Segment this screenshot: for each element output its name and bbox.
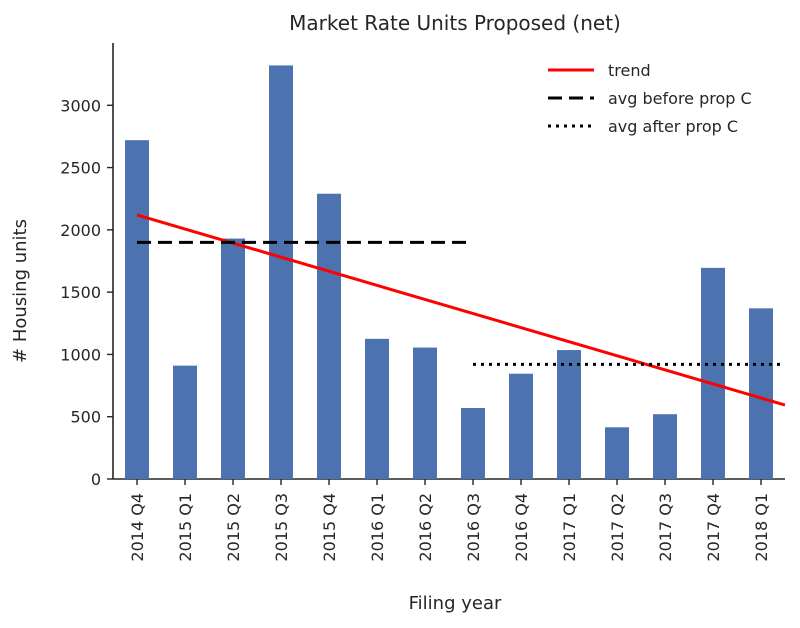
x-tick-label: 2015 Q2 <box>224 493 243 562</box>
y-tick-label: 2000 <box>60 221 101 240</box>
x-tick-label: 2017 Q3 <box>656 493 675 562</box>
bar <box>269 65 293 480</box>
legend: trend avg before prop C avg after prop C <box>548 61 752 136</box>
x-tick-label: 2016 Q3 <box>464 493 483 562</box>
bar <box>413 347 437 479</box>
y-axis-label: # Housing units <box>10 219 31 363</box>
x-tick-label: 2016 Q4 <box>512 493 531 562</box>
bars-group <box>125 65 773 480</box>
y-tick-label: 1000 <box>60 345 101 364</box>
x-tick-label: 2017 Q2 <box>608 493 627 562</box>
x-axis: 2014 Q4 2015 Q1 2015 Q2 2015 Q3 2015 Q4 2016 … <box>113 478 785 562</box>
legend-label: avg after prop C <box>608 117 738 136</box>
x-tick-label: 2017 Q4 <box>704 493 723 562</box>
trend-line <box>136 213 786 407</box>
chart-title: Market Rate Units Proposed (net) <box>289 11 621 35</box>
x-tick-label: 2014 Q4 <box>128 493 147 562</box>
legend-label: trend <box>608 61 651 80</box>
y-axis: 0 500 1000 1500 2000 2500 3000 <box>60 43 114 489</box>
bar <box>317 193 341 479</box>
y-tick-label: 500 <box>70 408 101 427</box>
bar <box>605 427 629 479</box>
y-tick-label: 1500 <box>60 283 101 302</box>
bar <box>749 308 773 479</box>
bar <box>653 414 677 479</box>
x-tick-label: 2018 Q1 <box>752 493 771 562</box>
bar <box>125 140 149 479</box>
bar <box>701 267 725 479</box>
reference-lines-group <box>136 213 786 407</box>
x-tick-label: 2015 Q4 <box>320 493 339 562</box>
bar <box>365 338 389 479</box>
x-axis-label: Filing year <box>409 593 502 614</box>
y-tick-label: 0 <box>91 470 101 489</box>
x-tick-label: 2016 Q2 <box>416 493 435 562</box>
bar <box>461 407 485 479</box>
y-tick-label: 2500 <box>60 159 101 178</box>
bar <box>221 238 245 479</box>
y-tick-label: 3000 <box>60 96 101 115</box>
x-tick-label: 2015 Q1 <box>176 493 195 562</box>
bar <box>509 373 533 479</box>
x-tick-label: 2016 Q1 <box>368 493 387 562</box>
x-tick-label: 2015 Q3 <box>272 493 291 562</box>
bar <box>557 350 581 479</box>
x-tick-label: 2017 Q1 <box>560 493 579 562</box>
legend-label: avg before prop C <box>608 89 752 108</box>
bar <box>173 365 197 479</box>
